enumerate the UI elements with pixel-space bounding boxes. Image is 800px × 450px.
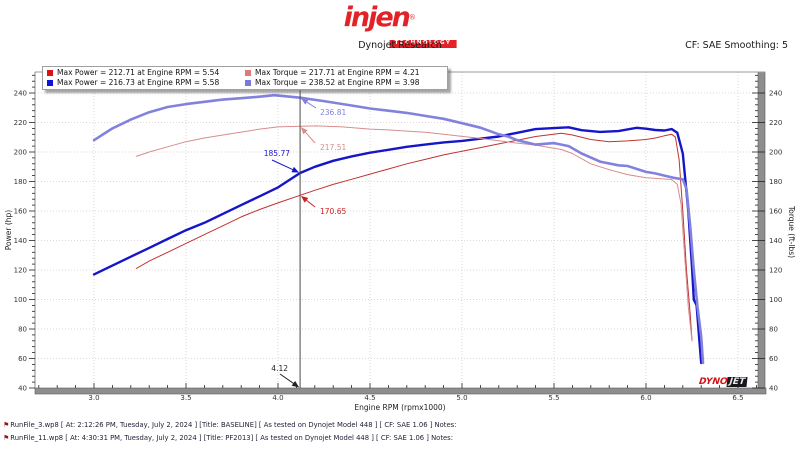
dynojet-watermark-dyno: DYNO xyxy=(698,377,729,387)
curve-power-baseline xyxy=(135,132,693,342)
axis-bar xyxy=(34,387,767,395)
dynojet-watermark-jet: JET xyxy=(726,377,748,387)
x-tick-label: 6.0 xyxy=(640,394,651,402)
legend-item-0: Max Power = 212.71 at Engine RPM = 5.54 xyxy=(47,68,245,78)
y-right-tick-label: 40 xyxy=(769,385,778,393)
legend-marker-icon xyxy=(47,70,53,76)
legend-label: Max Torque = 217.71 at Engine RPM = 4.21 xyxy=(255,68,420,77)
smoothing-setting: CF: SAE Smoothing: 5 xyxy=(685,40,788,51)
annotation-value: 217.51 xyxy=(320,143,346,152)
dynojet-watermark: DYNOJET xyxy=(698,377,748,387)
x-tick-label: 4.5 xyxy=(364,394,375,402)
y-left-tick-label: 240 xyxy=(14,90,27,98)
y-right-tick-label: 220 xyxy=(769,119,782,127)
y-right-tick-label: 200 xyxy=(769,149,782,157)
curve-torque-pf2013 xyxy=(92,93,705,365)
y-left-tick-label: 100 xyxy=(14,296,27,304)
y-right-tick-label: 80 xyxy=(769,326,778,334)
runfile-info: ⚑RunFile_3.wp8 [ At: 2:12:26 PM, Tuesday… xyxy=(3,419,456,445)
legend-marker-icon xyxy=(245,70,251,76)
x-tick-label: 4.0 xyxy=(272,394,283,402)
y-left-tick-label: 60 xyxy=(18,355,27,363)
legend-item-3: Max Torque = 238.52 at Engine RPM = 3.98 xyxy=(245,78,443,88)
annotation-value: 185.77 xyxy=(264,149,290,158)
y-right-axis-title: Torque (ft-lbs) xyxy=(787,205,796,258)
chart-legend: Max Power = 212.71 at Engine RPM = 5.54 M… xyxy=(42,66,448,90)
legend-marker-icon xyxy=(47,80,53,86)
runfile-icon: ⚑ xyxy=(3,434,10,442)
runfile-line-0: ⚑RunFile_3.wp8 [ At: 2:12:26 PM, Tuesday… xyxy=(3,421,457,429)
annotation-arrow xyxy=(271,159,299,173)
y-right-tick-label: 100 xyxy=(769,296,782,304)
legend-label: Max Power = 212.71 at Engine RPM = 5.54 xyxy=(57,68,220,77)
registered-trademark-icon: ® xyxy=(408,13,416,22)
runfile-line-1: ⚑RunFile_11.wp8 [ At: 4:30:31 PM, Tuesda… xyxy=(3,434,454,442)
x-tick-label: 5.5 xyxy=(548,394,559,402)
y-left-tick-label: 180 xyxy=(14,178,27,186)
y-left-tick-label: 160 xyxy=(14,208,27,216)
injen-logo-subtitle: TECHNOLOGY xyxy=(389,40,457,48)
x-tick-label: 6.5 xyxy=(732,394,743,402)
annotation-arrow xyxy=(301,98,317,109)
legend-label: Max Power = 216.73 at Engine RPM = 5.58 xyxy=(57,78,220,87)
y-left-tick-label: 220 xyxy=(14,119,27,127)
annotation-arrow xyxy=(300,127,316,144)
y-left-tick-label: 40 xyxy=(18,385,27,393)
y-left-tick-label: 80 xyxy=(18,326,27,334)
annotation-arrow xyxy=(279,373,300,388)
y-left-tick-label: 120 xyxy=(14,267,27,275)
legend-label: Max Torque = 238.52 at Engine RPM = 3.98 xyxy=(255,78,420,87)
annotation-arrow xyxy=(301,196,316,208)
x-tick-label: 3.0 xyxy=(88,394,99,402)
x-tick-label: 3.5 xyxy=(180,394,191,402)
x-tick-label: 5.0 xyxy=(456,394,467,402)
legend-marker-icon xyxy=(245,80,251,86)
y-right-tick-label: 180 xyxy=(769,178,782,186)
annotation-value: 236.81 xyxy=(320,108,346,117)
x-axis-title: Engine RPM (rpmx1000) xyxy=(354,403,445,412)
y-right-tick-label: 140 xyxy=(769,237,782,245)
legend-item-1: Max Torque = 217.71 at Engine RPM = 4.21 xyxy=(245,68,443,78)
axis-bar xyxy=(757,71,766,389)
y-left-tick-label: 200 xyxy=(14,149,27,157)
y-right-tick-label: 120 xyxy=(769,267,782,275)
curve-torque-baseline xyxy=(135,125,693,342)
y-left-tick-label: 140 xyxy=(14,237,27,245)
annotation-value: 170.65 xyxy=(320,207,346,216)
y-right-tick-label: 160 xyxy=(769,208,782,216)
runfile-icon: ⚑ xyxy=(3,421,10,429)
y-right-tick-label: 240 xyxy=(769,90,782,98)
injen-logo: injen® TECHNOLOGY xyxy=(344,4,457,48)
legend-item-2: Max Power = 216.73 at Engine RPM = 5.58 xyxy=(47,78,245,88)
y-right-tick-label: 60 xyxy=(769,355,778,363)
annotation-value: 4.12 xyxy=(271,364,288,373)
page-title: Dynojet Research xyxy=(358,40,442,51)
injen-logo-word: injen xyxy=(343,2,411,33)
y-left-axis-title: Power (hp) xyxy=(4,210,13,251)
